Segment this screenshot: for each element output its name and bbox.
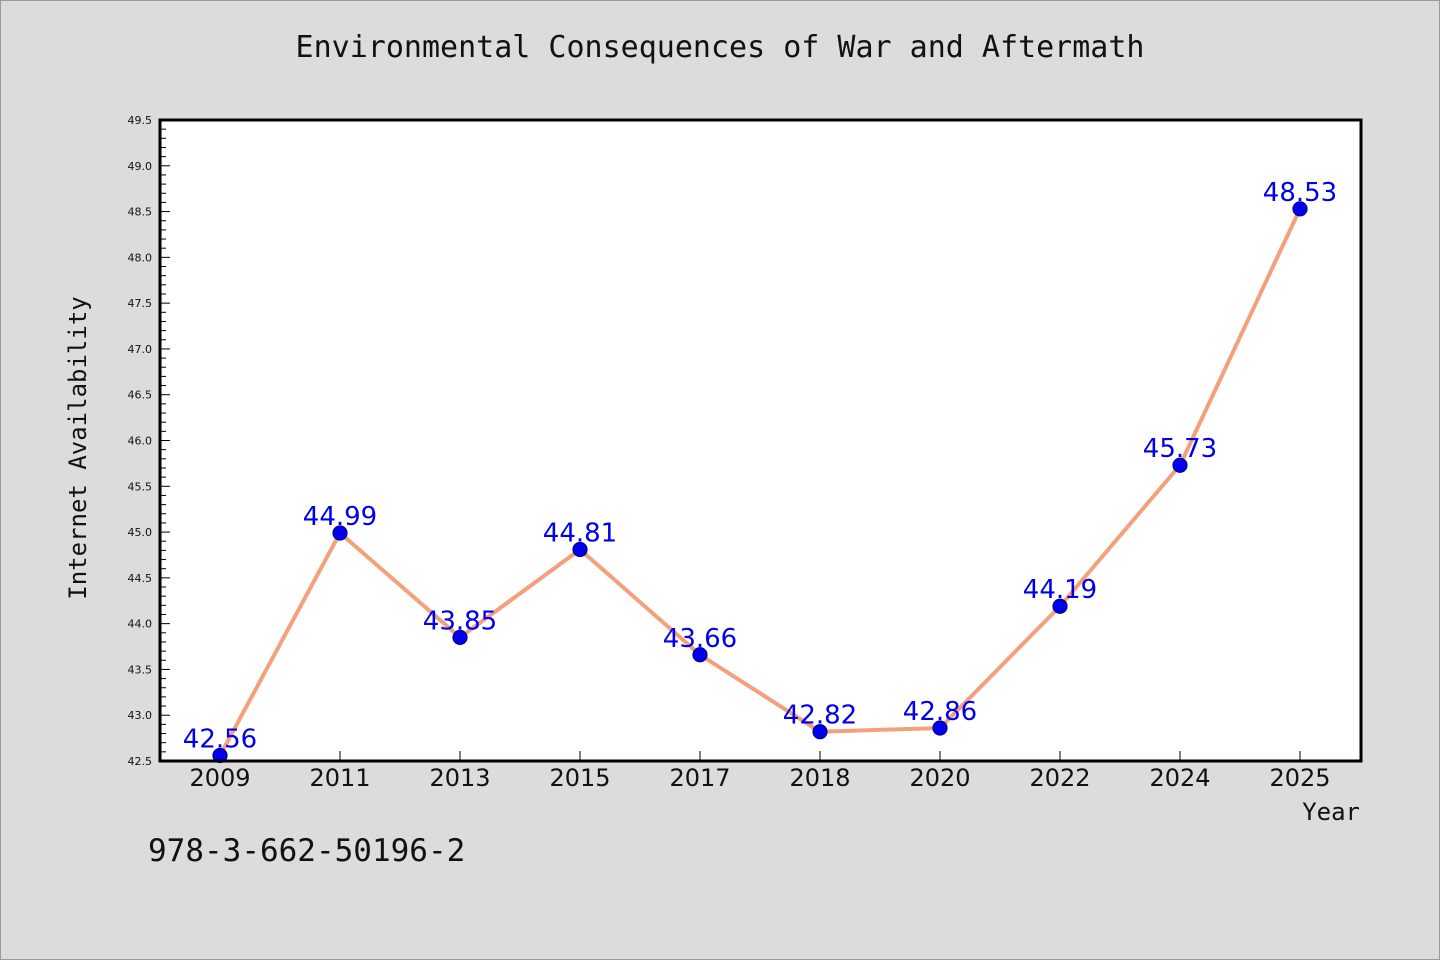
- data-point: [212, 747, 228, 764]
- data-label: 42.86: [903, 697, 977, 727]
- y-tick-label: 42.5: [128, 755, 153, 768]
- x-axis-title: Year: [1302, 798, 1360, 826]
- data-label: 43.85: [423, 606, 497, 636]
- x-tick-label: 2025: [1269, 764, 1330, 792]
- y-tick-label: 47.5: [128, 297, 153, 310]
- data-label: 45.73: [1143, 434, 1217, 464]
- data-label: 44.99: [303, 502, 377, 532]
- series-layer: [212, 201, 1308, 764]
- x-axis-ticks: 2009 2011 2013 2015 2017 2018 2020 2022 2024 2025: [189, 751, 1331, 792]
- chart-title: Environmental Consequences of War and Af…: [295, 30, 1145, 65]
- data-point: [332, 525, 348, 541]
- x-tick-label: 2020: [909, 764, 970, 792]
- y-tick-label: 49.0: [128, 160, 153, 173]
- x-tick-label: 2013: [429, 764, 490, 792]
- x-tick-label: 2015: [549, 764, 610, 792]
- y-tick-label: 46.0: [128, 435, 153, 448]
- y-tick-label: 43.0: [128, 709, 153, 722]
- data-label-layer: 42.56 44.99 43.85 44.81 43.66 42.82 42.86 44.19…: [183, 178, 1337, 755]
- y-tick-label: 48.5: [128, 206, 153, 219]
- plot-area: [160, 120, 1361, 761]
- x-tick-label: 2009: [189, 764, 250, 792]
- data-point: [692, 647, 708, 663]
- data-label: 43.66: [663, 624, 737, 654]
- y-tick-label: 46.5: [128, 389, 153, 402]
- plot-border: [158, 118, 1363, 763]
- x-tick-label: 2017: [669, 764, 730, 792]
- data-label: 48.53: [1263, 178, 1337, 208]
- y-axis-ticks: 42.5 43.0 43.5 44.0 44.5 45.0 45.5 46.0 46.5 47.0…: [128, 114, 170, 768]
- data-point: [1292, 201, 1308, 217]
- series-line: [218, 207, 1302, 757]
- data-point: [932, 720, 948, 736]
- x-tick-label: 2018: [789, 764, 850, 792]
- y-tick-label: 45.0: [128, 526, 153, 539]
- data-label: 44.19: [1023, 575, 1097, 605]
- data-point: [1052, 598, 1068, 614]
- data-point: [452, 629, 468, 645]
- y-tick-label: 44.0: [128, 618, 153, 631]
- x-tick-label: 2011: [309, 764, 370, 792]
- y-tick-label: 47.0: [128, 343, 153, 356]
- data-point: [812, 724, 828, 740]
- isbn-label: 978-3-662-50196-2: [148, 833, 466, 869]
- data-point: [572, 541, 588, 558]
- data-point: [1172, 457, 1188, 473]
- y-tick-label: 44.5: [128, 572, 153, 585]
- y-tick-label: 49.5: [128, 114, 153, 127]
- data-label: 44.81: [543, 518, 617, 548]
- x-tick-label: 2022: [1029, 764, 1090, 792]
- data-label: 42.56: [183, 725, 257, 755]
- y-axis-title: Internet Availability: [64, 296, 92, 599]
- x-tick-label: 2024: [1149, 764, 1210, 792]
- data-label: 42.82: [783, 701, 857, 731]
- y-tick-label: 48.0: [128, 251, 153, 264]
- y-tick-label: 43.5: [128, 663, 153, 676]
- y-tick-label: 45.5: [128, 480, 153, 493]
